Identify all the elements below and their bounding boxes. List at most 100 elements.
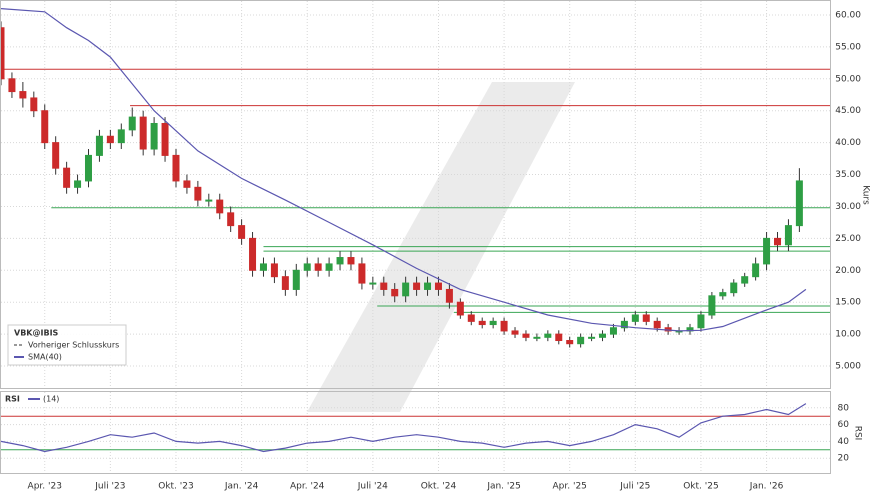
candle-body [533,336,541,339]
y-tick-label: 20.00 [835,266,861,276]
x-tick-label: Apr. '24 [290,482,325,492]
rsi-legend: RSI (14) [2,393,70,405]
candle-body [413,282,421,290]
x-tick-label: Jan. '24 [224,482,259,492]
legend: VBK@IBIS Vorheriger Schlusskurs SMA(40) [7,324,127,366]
x-tick-label: Jan. '25 [486,482,521,492]
candle-body [642,314,650,322]
x-tick-label: Okt. '25 [683,482,718,492]
candle-body [467,314,475,322]
candle-body [336,257,344,265]
candle-body [511,330,519,335]
y-tick-label: 60.00 [835,10,861,20]
candle-body [445,288,453,303]
y-tick-label: 15.00 [835,298,861,308]
y-tick-label: 35.00 [835,170,861,180]
candle-body [609,327,617,335]
x-tick-label: Juli '25 [619,482,650,492]
candle-body [620,320,628,329]
candle-body [238,225,246,239]
candle-body [8,78,16,93]
candle-body [555,333,563,342]
candle-body [139,116,147,150]
candle-body [30,97,38,112]
candle-body [117,129,125,144]
candle-body [128,116,136,131]
candle-body [150,122,158,150]
legend-label: SMA(40) [28,353,62,362]
plot-layer [0,1,830,474]
candle-body [161,122,169,156]
candle-body [303,263,311,271]
candle-body [84,154,92,182]
y-tick-label: 30.00 [835,202,861,212]
candle-body [489,320,497,326]
y-tick-label: 40.00 [835,138,861,148]
candle-body [74,180,82,188]
candle-body [774,237,782,246]
x-tick-label: Okt. '24 [421,482,457,492]
candle-body [41,110,49,144]
candle-body [588,336,596,339]
y-tick-label: 80 [838,403,850,413]
candle-body [227,212,235,227]
candle-body [566,340,574,345]
candle-body [259,263,267,271]
candle-body [95,135,103,156]
legend-symbol: VBK@IBIS [14,329,59,338]
candle-body [577,336,585,345]
candle-body [325,263,333,271]
candle-body [194,186,202,201]
candle-body [19,91,27,99]
x-tick-label: Okt. '23 [158,482,193,492]
x-tick-label: Apr. '23 [28,482,62,492]
candle-body [599,333,607,338]
y-tick-label: 25.00 [835,234,861,244]
legend-label: Vorheriger Schlusskurs [28,341,119,350]
candle-body [719,292,727,297]
x-tick-label: Apr. '25 [553,482,587,492]
line [0,403,807,453]
candle-body [653,320,661,329]
candle-body [63,167,71,188]
candle-body [106,135,114,144]
price-frame [0,0,831,389]
line [0,8,807,332]
candle-body [522,333,530,338]
y-tick-label: 40 [838,437,850,447]
candle-body [391,288,399,297]
rsi-title: RSI [5,395,20,404]
candle-body [52,142,60,169]
candle-body [752,263,760,278]
y-axis-title: RSI [853,426,863,441]
candle-body [456,301,464,316]
candle-body [369,282,377,285]
candle-body [249,237,257,271]
y-tick-label: 10.00 [835,330,861,340]
y-tick-label: 5.000 [835,362,861,372]
candle-body [172,154,180,182]
y-tick-label: 60 [838,420,850,430]
legend-label: (14) [43,395,59,404]
candle-body [424,282,432,290]
candle-body [500,320,508,332]
candle-body [281,276,289,290]
y-tick-label: 50.00 [835,74,861,84]
y-axis-title: Kurs [861,185,871,205]
candle-body [763,237,771,265]
candle-body [434,282,442,290]
candle-body [784,225,792,246]
y-tick-label: 20 [838,454,850,464]
candle-body [183,180,191,188]
candle-body [270,263,278,278]
candle-body [730,282,738,294]
y-tick-label: 55.00 [835,42,861,52]
x-tick-label: Jan. '26 [749,482,784,492]
x-tick-label: Juli '23 [94,482,125,492]
candle-body [358,263,366,284]
candle-body [478,320,486,326]
candle-body [205,199,213,202]
candle-body [292,269,300,290]
legend-box [7,324,127,366]
